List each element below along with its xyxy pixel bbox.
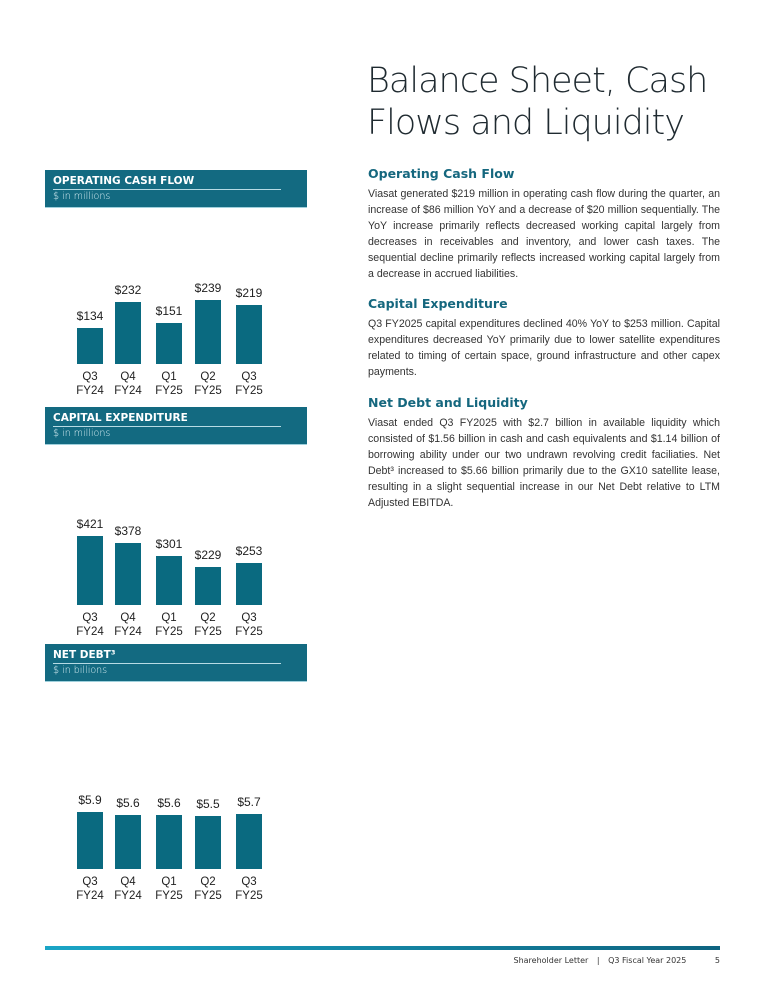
bar <box>236 813 262 869</box>
chart-title: CAPITAL EXPENDITURE <box>53 407 281 427</box>
bar <box>77 327 103 364</box>
capital-expenditure-chart: CAPITAL EXPENDITURE $ in millions $421 Q3 F… <box>45 407 307 645</box>
page-title: Balance Sheet, Cash Flows and Liquidity <box>367 61 708 143</box>
chart-header: OPERATING CASH FLOW $ in millions <box>45 170 307 208</box>
section-heading: Capital Expenditure <box>368 296 508 312</box>
category-label: Q2 FY25 <box>194 612 222 638</box>
chart-subtitle: $ in millions <box>53 191 111 202</box>
bar <box>195 815 221 869</box>
data-label: $239 <box>194 280 222 295</box>
data-label: $151 <box>155 304 183 319</box>
data-label: $5.7 <box>237 794 261 809</box>
bar <box>115 542 141 605</box>
data-label: $378 <box>114 523 142 538</box>
data-label: $5.6 <box>116 795 140 810</box>
footer-period: Q3 Fiscal Year 2025 <box>608 956 687 965</box>
section-heading: Operating Cash Flow <box>368 166 515 181</box>
chart-subtitle: $ in billions <box>53 665 108 676</box>
bar <box>156 555 182 605</box>
bar <box>195 299 221 364</box>
footer-doc-name: Shareholder Letter <box>513 956 589 965</box>
category-label: Q4 FY24 <box>114 876 142 902</box>
category-label: Q3 FY25 <box>235 876 263 902</box>
category-label: Q2 FY25 <box>194 371 222 397</box>
footer-rule <box>45 946 720 950</box>
chart-header: CAPITAL EXPENDITURE $ in millions <box>45 407 307 445</box>
bar <box>77 535 103 605</box>
bar <box>115 301 141 364</box>
bar <box>195 567 221 605</box>
data-label: $253 <box>235 544 263 559</box>
category-label: Q1 FY25 <box>155 612 183 638</box>
section-body: Q3 FY2025 capital expenditures declined … <box>368 318 720 379</box>
bar <box>156 814 182 869</box>
chart-title: OPERATING CASH FLOW <box>53 170 281 190</box>
data-label: $5.5 <box>196 796 220 811</box>
bar <box>115 814 141 869</box>
chart-title: NET DEBT³ <box>53 644 281 664</box>
text-column: Operating Cash Flow Viasat generated $21… <box>368 166 720 526</box>
data-label: $219 <box>235 286 263 301</box>
section-body: Viasat ended Q3 FY2025 with $2.7 billion… <box>368 417 720 509</box>
bar <box>77 811 103 869</box>
chart-plot: $421 Q3 FY24 $378 Q4 FY24 $301 Q1 FY25 $229 Q2 … <box>45 445 307 645</box>
data-label: $232 <box>114 282 142 297</box>
data-label: $229 <box>194 548 222 563</box>
data-label: $301 <box>155 536 183 551</box>
category-label: Q3 FY24 <box>76 371 104 397</box>
operating-cash-flow-chart: OPERATING CASH FLOW $ in millions $134 Q3 F… <box>45 170 307 408</box>
bar <box>236 563 262 605</box>
category-label: Q3 FY24 <box>76 612 104 638</box>
category-label: Q3 FY24 <box>76 876 104 902</box>
category-label: Q3 FY25 <box>235 371 263 397</box>
chart-plot: $5.9 Q3 FY24 $5.6 Q4 FY24 $5.6 Q1 FY25 $5.5 Q2 … <box>45 682 307 902</box>
bar <box>156 323 182 364</box>
footer-separator: | <box>596 956 600 965</box>
chart-plot: $134 Q3 FY24 $232 Q4 FY24 $151 Q1 FY25 $239 Q2 … <box>45 208 307 408</box>
net-debt-chart: NET DEBT³ $ in billions $5.9 Q3 FY24 $5.6 Q4 … <box>45 644 307 902</box>
section-heading: Net Debt and Liquidity <box>368 395 528 411</box>
category-label: Q4 FY24 <box>114 612 142 638</box>
footer: Shareholder Letter | Q3 Fiscal Year 2025… <box>507 956 720 965</box>
section-body: Viasat generated $219 million in operati… <box>368 188 720 280</box>
page-number: 5 <box>714 956 720 965</box>
data-label: $134 <box>76 308 104 323</box>
category-label: Q4 FY24 <box>114 371 142 397</box>
data-label: $421 <box>76 516 104 531</box>
bar <box>236 305 262 364</box>
data-label: $5.6 <box>157 795 181 810</box>
chart-header: NET DEBT³ $ in billions <box>45 644 307 682</box>
data-label: $5.9 <box>78 792 102 807</box>
category-label: Q1 FY25 <box>155 371 183 397</box>
category-label: Q3 FY25 <box>235 612 263 638</box>
chart-subtitle: $ in millions <box>53 428 111 439</box>
category-label: Q2 FY25 <box>194 876 222 902</box>
category-label: Q1 FY25 <box>155 876 183 902</box>
